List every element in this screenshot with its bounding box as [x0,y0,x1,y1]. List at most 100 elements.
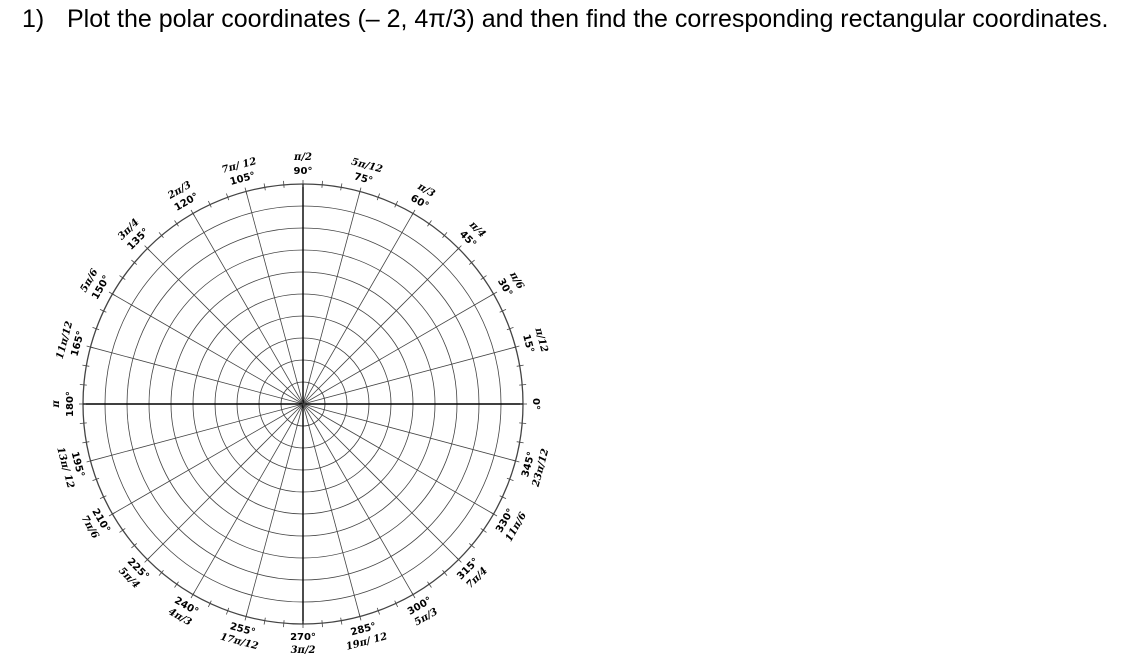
outer-tick [144,557,150,563]
outer-tick [427,581,432,588]
outer-tick [82,364,90,367]
outer-tick [158,232,164,239]
outer-tick [506,327,514,331]
grid-spoke [302,403,414,595]
outer-tick [468,259,475,265]
grid-spoke [192,213,304,405]
outer-tick [174,220,179,227]
grid-spoke [302,293,494,405]
outer-tick [86,345,94,349]
outer-tick [506,477,514,481]
grid-spoke [302,403,494,515]
grid-spoke [302,248,459,405]
outer-tick [119,528,126,533]
grid-spoke [302,213,414,405]
outer-tick [82,441,90,444]
outer-tick [376,607,380,615]
outer-tick [263,617,266,625]
outer-tick [207,600,212,608]
question-number: 1) [22,5,45,33]
outer-tick [131,259,138,265]
outer-tick [108,512,116,517]
outer-tick [144,245,150,251]
outer-tick [394,200,399,208]
outer-tick [468,543,475,549]
outer-tick [321,180,323,188]
outer-tick [376,193,380,201]
outer-tick [442,569,448,576]
outer-tick [340,183,343,191]
angle-label-degrees: 270° [290,632,316,643]
outer-tick [456,557,462,563]
angle-label-radians: 3π/2 [291,645,316,656]
grid-spoke [192,403,304,595]
angle-label-radians: π/2 [293,152,312,163]
angle-label-degrees: 15° [520,333,536,354]
angle-label-radians: π [51,400,62,409]
outer-tick [263,183,266,191]
outer-tick [456,245,462,251]
grid-spoke [147,403,304,560]
angle-label-degrees: 75° [353,171,374,187]
outer-tick [190,209,195,217]
angle-label-degrees: 0° [530,398,541,410]
outer-tick [480,528,487,533]
grid-spoke [302,403,459,560]
grid-spoke [302,191,361,405]
outer-tick [358,187,362,195]
grid-spoke [147,248,304,405]
outer-tick [99,495,107,500]
outer-tick [512,459,520,463]
outer-tick [108,291,116,296]
outer-tick [427,220,432,227]
outer-tick [512,345,520,349]
outer-tick [411,209,416,217]
outer-tick [92,477,100,481]
grid-spoke [112,293,304,405]
outer-tick [174,581,179,588]
outer-tick [358,613,362,621]
outer-tick [519,384,527,386]
outer-tick [283,620,285,628]
angle-label-degrees: 180° [65,391,76,417]
outer-tick [226,193,230,201]
outer-tick [516,441,524,444]
outer-tick [79,422,87,424]
outer-tick [190,591,195,599]
outer-tick [244,187,248,195]
outer-tick [442,232,448,239]
outer-tick [394,600,399,608]
outer-tick [283,180,285,188]
grid-spoke [302,346,516,405]
grid-spoke [302,403,516,462]
outer-tick [99,308,107,313]
outer-tick [244,613,248,621]
angle-label-degrees: 90° [294,166,313,177]
grid-spoke [112,403,304,515]
outer-tick [207,200,212,208]
outer-tick [516,364,524,367]
outer-tick [79,384,87,386]
outer-tick [86,459,94,463]
grid-spoke [90,403,304,462]
grid-spoke [245,191,304,405]
outer-tick [480,275,487,280]
outer-tick [499,495,507,500]
outer-tick [490,291,498,296]
outer-tick [321,620,323,628]
grid-spoke [302,403,361,617]
outer-tick [226,607,230,615]
grid-spoke [90,346,304,405]
outer-tick [490,512,498,517]
outer-tick [92,327,100,331]
outer-tick [411,591,416,599]
question-text: Plot the polar coordinates (– 2, 4π/3) a… [67,5,1109,33]
outer-tick [499,308,507,313]
outer-tick [131,543,138,549]
outer-tick [119,275,126,280]
outer-tick [519,422,527,424]
grid-spoke [245,403,304,617]
outer-tick [340,617,343,625]
outer-tick [158,569,164,576]
